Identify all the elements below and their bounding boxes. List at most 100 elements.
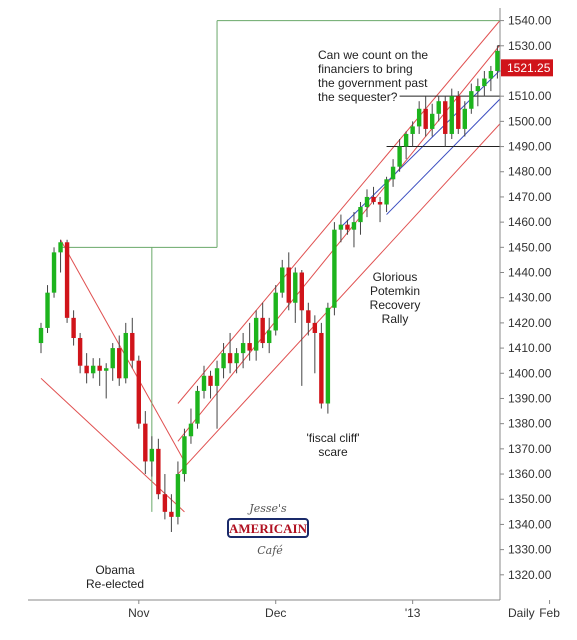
candle-up (390, 166, 396, 180)
y-tick-label: 1420.00 (508, 316, 552, 330)
y-axis: 1320.00 1330.00 1340.00 1350.00 1360.00 1370.… (500, 14, 552, 582)
y-tick-label: 1400.00 (508, 366, 552, 380)
candle-down (423, 108, 428, 129)
candle-down (319, 332, 324, 404)
x-tick-label: Nov (128, 606, 149, 620)
obama-reelected-annotation: Obama Re-elected (85, 563, 145, 591)
candle-up (469, 91, 474, 109)
candle-up (175, 474, 181, 517)
candle-up (397, 146, 402, 167)
x-axis: Nov Dec '13 Feb Daily (128, 600, 560, 620)
candle-up (188, 423, 194, 437)
candle-up (45, 292, 50, 328)
candle-down (136, 360, 141, 424)
y-tick-label: 1510.00 (508, 89, 552, 103)
candle-up (195, 390, 200, 424)
logo-middle-text: AMERICAIN (229, 521, 308, 536)
x-tick-label: Dec (265, 606, 286, 620)
candle-up (403, 133, 409, 147)
candle-up (267, 330, 272, 344)
logo-top-text: Jesse's (247, 502, 287, 515)
candle-down (208, 375, 213, 386)
candle-up (449, 96, 454, 134)
candle-up (221, 353, 226, 369)
candle-down (371, 196, 376, 202)
up-channel-lower (177, 123, 500, 475)
y-tick-label: 1480.00 (508, 165, 552, 179)
candle-down (162, 494, 168, 512)
logo-bottom-text: Café (257, 544, 283, 557)
y-tick-label: 1410.00 (508, 341, 552, 355)
y-tick-label: 1390.00 (508, 391, 552, 405)
candle-down (286, 267, 291, 303)
candle-down (130, 332, 135, 361)
candle-down (227, 353, 233, 364)
candle-down (312, 322, 318, 333)
candle-up (338, 224, 344, 230)
candle-up (325, 307, 331, 404)
wedge-lower (386, 98, 500, 215)
sequester-annotation: Can we count on the financiers to bring … (318, 48, 429, 104)
candle-up (214, 368, 220, 386)
y-tick-label: 1340.00 (508, 517, 552, 531)
candle-up (488, 70, 494, 79)
x-tick-label: Feb (539, 606, 560, 620)
candle-up (495, 50, 500, 71)
candle-down (345, 224, 350, 230)
candles-group (38, 45, 500, 532)
candle-up (280, 267, 285, 293)
candle-up (90, 365, 96, 374)
candle-up (482, 78, 487, 87)
candle-down (247, 343, 252, 351)
last-price-label: 1521.25 (507, 61, 551, 75)
candle-up (182, 436, 187, 475)
candle-down (306, 310, 311, 323)
candle-down (97, 365, 102, 371)
candle-up (273, 292, 278, 331)
candle-up (358, 207, 363, 223)
candle-down (71, 317, 76, 339)
y-tick-label: 1490.00 (508, 140, 552, 154)
up-channel-outer (177, 19, 500, 404)
y-tick-label: 1350.00 (508, 492, 552, 506)
candle-up (253, 317, 259, 351)
candle-down (156, 448, 161, 495)
recovery-rally-annotation: Glorious Potemkin Recovery Rally (369, 270, 421, 326)
y-tick-label: 1330.00 (508, 543, 552, 557)
candle-up (410, 126, 415, 134)
candle-up (364, 196, 370, 208)
wedge-upper (340, 69, 500, 228)
candle-up (332, 229, 337, 308)
candle-up (293, 272, 298, 303)
candle-up (51, 252, 57, 293)
candle-down (377, 201, 383, 205)
candle-up (240, 343, 246, 354)
candle-down (169, 511, 174, 517)
americain-cafe-logo: Jesse's AMERICAIN Café (227, 502, 309, 557)
candle-up (234, 353, 239, 364)
y-tick-label: 1450.00 (508, 240, 552, 254)
candle-up (436, 101, 441, 114)
candle-up (201, 375, 207, 391)
y-tick-label: 1370.00 (508, 442, 552, 456)
candle-up (384, 179, 389, 205)
candle-down (456, 96, 461, 129)
x-tick-label: '13 (405, 606, 421, 620)
candle-down (84, 365, 89, 374)
candle-up (110, 348, 115, 369)
candle-down (77, 338, 83, 366)
plot-area (28, 8, 500, 600)
y-tick-label: 1470.00 (508, 190, 552, 204)
candle-up (38, 327, 44, 344)
y-tick-label: 1320.00 (508, 568, 552, 582)
down-channel-upper (60, 239, 185, 462)
candle-down (117, 348, 122, 379)
candle-up (416, 108, 422, 127)
y-tick-label: 1430.00 (508, 291, 552, 305)
y-tick-label: 1540.00 (508, 14, 552, 28)
candle-up (149, 448, 155, 462)
candle-up (104, 368, 109, 371)
candle-up (351, 222, 357, 230)
candle-down (64, 242, 70, 318)
